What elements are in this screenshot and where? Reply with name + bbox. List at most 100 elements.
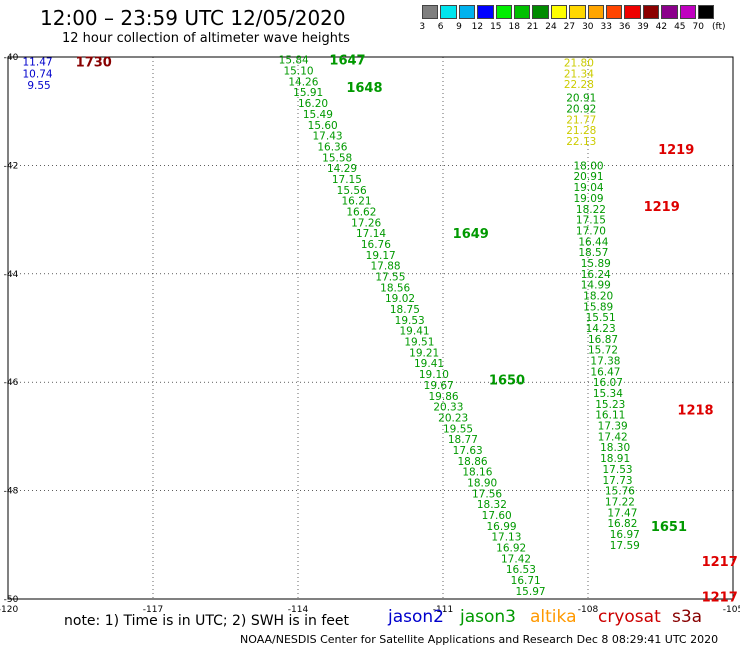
- data-point-jason3: 19.02: [385, 293, 415, 305]
- data-point-altika: 22.13: [566, 136, 596, 148]
- data-point-cryosat: 19.04: [574, 182, 604, 194]
- time-label: 1217: [702, 555, 738, 570]
- time-label: 1650: [489, 373, 525, 388]
- x-tick-label: -111: [433, 605, 453, 615]
- color-swatch: [440, 5, 457, 19]
- time-label: 1649: [453, 227, 489, 242]
- data-point-altika: 22.28: [564, 79, 594, 91]
- y-tick-label: -50: [4, 595, 19, 605]
- color-swatch: [606, 5, 623, 19]
- page-subtitle: 12 hour collection of altimeter wave hei…: [62, 31, 350, 46]
- data-point-jason3: 15.49: [303, 109, 333, 121]
- data-point-jason3: 16.20: [298, 98, 328, 110]
- time-label: 1651: [651, 520, 687, 535]
- satellite-legend-cryosat: cryosat: [598, 607, 661, 627]
- time-label: 1217: [702, 590, 738, 605]
- color-swatch: [642, 5, 660, 19]
- data-point-jason3: 16.99: [487, 521, 517, 533]
- data-point-cryosat: 15.76: [605, 486, 635, 498]
- data-point-jason3: 17.26: [351, 217, 381, 229]
- data-point-altika: 21.80: [564, 57, 594, 69]
- data-points: 11.4710.749.5515.8415.1014.2615.9116.201…: [23, 55, 640, 598]
- data-point-jason3: 18.77: [448, 434, 478, 446]
- time-label: 1647: [329, 54, 365, 69]
- data-point-jason3: 19.10: [419, 369, 449, 381]
- data-point-altika: 21.28: [566, 125, 596, 137]
- color-scale-label: 33: [600, 22, 612, 32]
- color-scale-label: 36: [618, 22, 631, 32]
- data-point-jason3: 18.32: [477, 499, 507, 511]
- data-point-cryosat: 18.22: [576, 204, 606, 216]
- color-swatch: [569, 5, 586, 19]
- data-point-jason3: 18.75: [390, 304, 420, 316]
- color-swatch: [458, 5, 476, 19]
- satellite-legend-jason2: jason2: [388, 607, 444, 627]
- y-tick-label: -40: [4, 53, 19, 63]
- y-tick-label: -48: [4, 487, 19, 497]
- color-scale-label: 18: [508, 22, 520, 32]
- color-swatch: [661, 5, 678, 19]
- color-scale-unit: (ft): [712, 22, 726, 32]
- data-point-jason3: 17.88: [371, 261, 401, 273]
- color-swatch: [698, 5, 715, 19]
- data-point-cryosat: 15.89: [581, 258, 611, 270]
- time-label: 1219: [644, 200, 680, 215]
- data-point-cryosat: 15.34: [593, 388, 623, 400]
- data-point-cryosat: 17.47: [607, 507, 637, 519]
- data-point-cryosat: 18.30: [600, 442, 630, 454]
- data-point-cryosat: 16.82: [607, 518, 637, 530]
- data-point-altika: 21.34: [564, 68, 594, 80]
- color-scale-label: 3: [419, 22, 426, 32]
- color-scale-label: 9: [456, 22, 462, 32]
- data-point-jason3: 18.90: [467, 477, 497, 489]
- data-point-cryosat: 19.09: [574, 193, 604, 205]
- color-scale-label: 42: [655, 22, 668, 32]
- data-point-cryosat: 20.92: [566, 103, 596, 115]
- data-point-jason3: 15.60: [308, 120, 338, 132]
- color-scale-label: 45: [674, 22, 686, 32]
- data-point-jason3: 19.51: [404, 337, 434, 349]
- data-point-jason3: 15.10: [284, 66, 314, 78]
- color-scale-label: 12: [471, 22, 484, 32]
- x-tick-label: -108: [578, 605, 599, 615]
- data-point-cryosat: 16.47: [590, 366, 620, 378]
- data-point-cryosat: 15.72: [588, 345, 618, 357]
- color-scale-label: 24: [545, 22, 557, 32]
- data-point-jason3: 17.55: [375, 272, 405, 284]
- data-point-cryosat: 18.20: [583, 290, 613, 302]
- x-tick-label: -114: [288, 605, 309, 615]
- grid-lines: [8, 57, 733, 599]
- data-point-cryosat: 17.15: [576, 215, 606, 227]
- data-point-cryosat: 16.07: [593, 377, 623, 389]
- color-scale-label: 21: [526, 22, 539, 32]
- data-point-jason3: 16.53: [506, 564, 536, 576]
- data-point-jason3: 14.26: [288, 76, 318, 88]
- axis-ticks: -120 -117 -114 -111 -108 -105 -40 -42 -44 -46 -48 -…: [0, 53, 740, 615]
- data-point-jason3: 14.29: [327, 163, 357, 175]
- color-scale-label: 39: [637, 22, 649, 32]
- y-tick-label: -46: [4, 378, 19, 388]
- color-scale-label: 30: [582, 22, 594, 32]
- color-swatch: [422, 5, 439, 19]
- color-swatch: [532, 5, 549, 19]
- data-point-jason3: 15.58: [322, 152, 352, 164]
- data-point-jason3: 16.36: [317, 141, 347, 153]
- data-point-jason2: 10.74: [23, 68, 53, 80]
- data-point-cryosat: 15.23: [595, 399, 625, 411]
- data-point-jason2: 9.55: [27, 80, 50, 92]
- data-point-cryosat: 17.73: [603, 475, 633, 487]
- data-point-cryosat: 18.57: [578, 247, 608, 259]
- data-point-jason3: 19.86: [429, 391, 459, 403]
- footer-note: note: 1) Time is in UTC; 2) SWH is in fe…: [64, 613, 350, 629]
- data-point-cryosat: 17.59: [610, 540, 640, 552]
- data-point-cryosat: 16.97: [610, 529, 640, 541]
- data-point-jason3: 19.53: [395, 315, 425, 327]
- data-point-jason3: 19.41: [400, 326, 430, 338]
- data-point-jason3: 19.41: [414, 358, 444, 370]
- data-point-cryosat: 18.00: [574, 160, 604, 172]
- data-point-cryosat: 17.70: [576, 225, 606, 237]
- data-point-cryosat: 17.22: [605, 496, 635, 508]
- color-swatch: [624, 5, 641, 19]
- time-label: 1218: [677, 403, 713, 418]
